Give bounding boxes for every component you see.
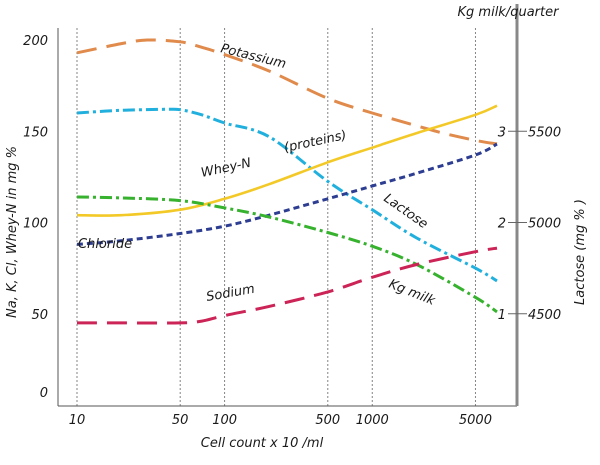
series-line-kg-milk: [76, 195, 498, 314]
left-axis-label: Na, K, Cl, Whey-N in mg %: [5, 146, 20, 318]
series-line-whey-n: [76, 104, 498, 217]
series-line-sodium: [76, 246, 498, 325]
series-label-lactose: Lactose: [381, 191, 431, 232]
series-line-potassium: [76, 38, 498, 146]
y-tick-label: 200: [23, 34, 48, 49]
kg-tick-label: 2: [498, 217, 506, 232]
series-line-lactose: [76, 107, 498, 283]
x-tick-label: 50: [172, 413, 189, 428]
series-line-chloride: [76, 142, 498, 246]
series-label-sodium: Sodium: [205, 282, 256, 305]
kg-tick-label: 3: [498, 125, 506, 140]
series-label-kg-milk: Kg milk: [387, 277, 438, 309]
axes: [57, 4, 527, 407]
series-label-chloride: Chloride: [78, 237, 132, 252]
series-label-potassium: Potassium: [219, 41, 288, 72]
tick-labels: 10 50 100 500 1000 5000 0 50 100 150 200 1 2 3 4500 500…: [23, 34, 561, 428]
x-tick-label: 500: [315, 413, 340, 428]
series-note-proteins: (proteins): [283, 128, 348, 156]
lactose-tick-label: 4500: [528, 308, 561, 323]
x-tick-label: 5000: [459, 413, 492, 428]
y-tick-label: 0: [40, 386, 48, 401]
kg-tick-label: 1: [498, 308, 506, 323]
lactose-axis-label: Lactose (mg % ): [573, 199, 588, 305]
series-labels: Potassium Lactose Whey-N (proteins) Chloride…: [78, 41, 437, 309]
y-tick-label: 50: [31, 308, 48, 323]
lactose-tick-label: 5500: [528, 125, 561, 140]
kg-milk-axis-label: Kg milk/quarter: [458, 5, 561, 20]
series-label-whey-n: Whey-N: [200, 156, 253, 181]
series-lines: [76, 38, 498, 325]
x-tick-label: 10: [69, 413, 86, 428]
grid-lines: [76, 28, 476, 406]
axis-labels: Cell count x 10 /ml Na, K, Cl, Whey-N in…: [5, 5, 588, 451]
x-tick-label: 1000: [356, 413, 389, 428]
lactose-tick-label: 5000: [528, 217, 561, 232]
x-axis-label: Cell count x 10 /ml: [201, 436, 324, 451]
x-tick-label: 100: [212, 413, 237, 428]
y-tick-label: 150: [23, 125, 48, 140]
y-tick-label: 100: [23, 217, 48, 232]
